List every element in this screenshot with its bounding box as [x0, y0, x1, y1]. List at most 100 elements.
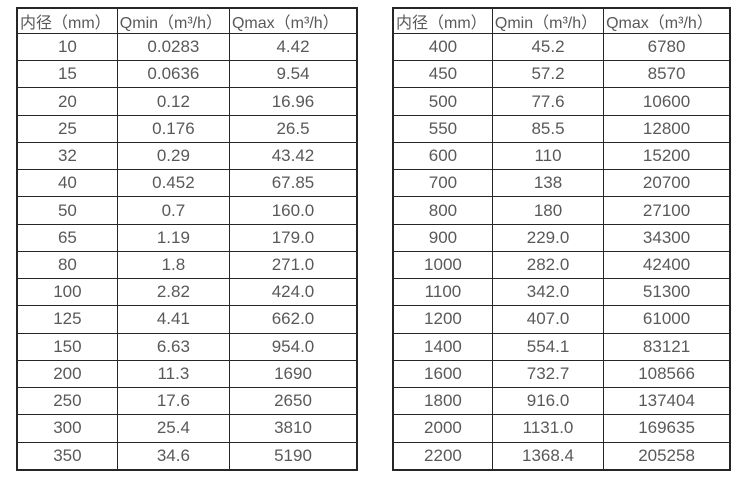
cell-diameter: 600: [392, 141, 493, 171]
cell-qmin: 45.2: [491, 32, 605, 62]
table-row: 125 4.41 662.0: [16, 305, 358, 334]
cell-qmax: 27100: [603, 196, 731, 225]
cell-qmin: 110: [491, 141, 605, 171]
table-row: 1100 342.0 51300: [392, 278, 731, 307]
cell-diameter: 500: [392, 87, 493, 116]
cell-qmin: 342.0: [491, 278, 605, 307]
cell-qmax: 67.85: [228, 169, 358, 198]
cell-qmin: 2.82: [116, 278, 230, 307]
table-row: 150 6.63 954.0: [16, 332, 358, 361]
cell-diameter: 80: [16, 250, 118, 280]
cell-qmin: 282.0: [491, 250, 605, 280]
cell-qmin: 6.63: [116, 332, 230, 361]
cell-qmin: 138: [491, 169, 605, 198]
cell-diameter: 550: [392, 114, 493, 143]
table-row: 1200 407.0 61000: [392, 305, 731, 334]
cell-qmax: 5190: [228, 441, 358, 471]
cell-qmin: 85.5: [491, 114, 605, 143]
table-row: 300 25.4 3810: [16, 414, 358, 443]
cell-qmin: 0.452: [116, 169, 230, 198]
table-row: 600 110 15200: [392, 141, 731, 171]
cell-qmin: 0.29: [116, 141, 230, 171]
cell-qmax: 108566: [603, 359, 731, 389]
table-row: 32 0.29 43.42: [16, 141, 358, 171]
table-row: 900 229.0 34300: [392, 223, 731, 252]
cell-qmin: 57.2: [491, 60, 605, 89]
table-row: 1400 554.1 83121: [392, 332, 731, 361]
table-row: 25 0.176 26.5: [16, 114, 358, 143]
cell-diameter: 2200: [392, 441, 493, 471]
table-row: 1000 282.0 42400: [392, 250, 731, 280]
table-row: 20 0.12 16.96: [16, 87, 358, 116]
cell-qmin: 229.0: [491, 223, 605, 252]
cell-qmax: 34300: [603, 223, 731, 252]
cell-qmin: 732.7: [491, 359, 605, 389]
cell-qmin: 1368.4: [491, 441, 605, 471]
table-body: 10 0.0283 4.42 15 0.0636 9.54 20 0.12 16…: [16, 32, 358, 471]
cell-qmin: 916.0: [491, 387, 605, 416]
cell-qmin: 11.3: [116, 359, 230, 389]
col-header-qmin: Qmin（m³/h）: [491, 7, 605, 34]
cell-qmax: 42400: [603, 250, 731, 280]
cell-diameter: 1400: [392, 332, 493, 361]
cell-diameter: 400: [392, 32, 493, 62]
cell-diameter: 900: [392, 223, 493, 252]
col-header-qmax: Qmax（m³/h）: [603, 7, 731, 34]
cell-qmax: 26.5: [228, 114, 358, 143]
table-row: 700 138 20700: [392, 169, 731, 198]
table-row: 550 85.5 12800: [392, 114, 731, 143]
table-row: 400 45.2 6780: [392, 32, 731, 62]
cell-qmin: 0.176: [116, 114, 230, 143]
table-row: 250 17.6 2650: [16, 387, 358, 416]
cell-diameter: 1000: [392, 250, 493, 280]
table-row: 1600 732.7 108566: [392, 359, 731, 389]
cell-diameter: 150: [16, 332, 118, 361]
cell-diameter: 1800: [392, 387, 493, 416]
cell-qmin: 34.6: [116, 441, 230, 471]
cell-qmax: 662.0: [228, 305, 358, 334]
cell-diameter: 700: [392, 169, 493, 198]
cell-qmax: 179.0: [228, 223, 358, 252]
cell-diameter: 40: [16, 169, 118, 198]
table-header-row: 内径（mm） Qmin（m³/h） Qmax（m³/h）: [16, 7, 358, 34]
cell-diameter: 450: [392, 60, 493, 89]
cell-diameter: 1100: [392, 278, 493, 307]
cell-qmax: 137404: [603, 387, 731, 416]
cell-diameter: 1600: [392, 359, 493, 389]
table-row: 500 77.6 10600: [392, 87, 731, 116]
cell-diameter: 1200: [392, 305, 493, 334]
table-row: 10 0.0283 4.42: [16, 32, 358, 62]
cell-qmax: 12800: [603, 114, 731, 143]
cell-diameter: 50: [16, 196, 118, 225]
table-body: 400 45.2 6780 450 57.2 8570 500 77.6 106…: [392, 32, 731, 471]
cell-qmax: 169635: [603, 414, 731, 443]
table-row: 80 1.8 271.0: [16, 250, 358, 280]
col-header-diameter: 内径（mm）: [16, 7, 118, 34]
cell-qmin: 0.12: [116, 87, 230, 116]
cell-qmax: 424.0: [228, 278, 358, 307]
cell-qmax: 43.42: [228, 141, 358, 171]
cell-diameter: 125: [16, 305, 118, 334]
cell-qmin: 1131.0: [491, 414, 605, 443]
cell-diameter: 20: [16, 87, 118, 116]
col-header-diameter: 内径（mm）: [392, 7, 493, 34]
table-row: 450 57.2 8570: [392, 60, 731, 89]
cell-qmin: 554.1: [491, 332, 605, 361]
cell-qmax: 61000: [603, 305, 731, 334]
table-row: 40 0.452 67.85: [16, 169, 358, 198]
cell-qmin: 25.4: [116, 414, 230, 443]
cell-qmax: 2650: [228, 387, 358, 416]
cell-qmin: 407.0: [491, 305, 605, 334]
cell-qmin: 1.8: [116, 250, 230, 280]
cell-qmax: 6780: [603, 32, 731, 62]
table-row: 1800 916.0 137404: [392, 387, 731, 416]
table-row: 350 34.6 5190: [16, 441, 358, 471]
cell-diameter: 200: [16, 359, 118, 389]
table-row: 15 0.0636 9.54: [16, 60, 358, 89]
cell-qmax: 16.96: [228, 87, 358, 116]
flow-table-large-diameters: 内径（mm） Qmin（m³/h） Qmax（m³/h） 400 45.2 67…: [392, 7, 731, 471]
cell-diameter: 2000: [392, 414, 493, 443]
cell-qmax: 160.0: [228, 196, 358, 225]
cell-diameter: 100: [16, 278, 118, 307]
cell-qmax: 83121: [603, 332, 731, 361]
